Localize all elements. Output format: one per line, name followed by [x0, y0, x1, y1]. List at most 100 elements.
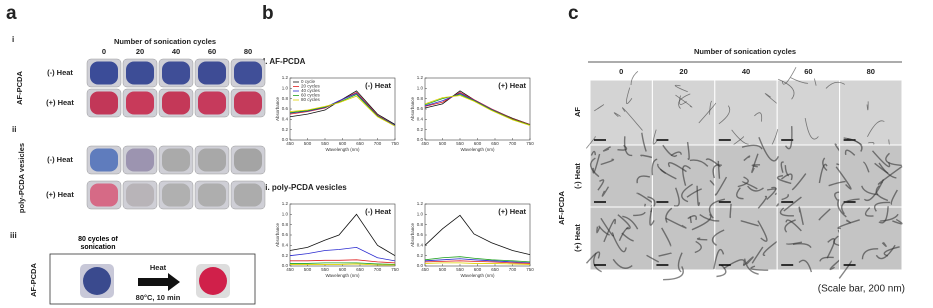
fiber	[673, 187, 680, 207]
fiber	[743, 258, 759, 275]
fiber	[682, 165, 691, 186]
fiber	[779, 207, 794, 217]
x-tick-label: 700	[509, 141, 517, 146]
subpanel-label: ii	[12, 125, 16, 134]
y-tick-label: 0.8	[282, 96, 289, 101]
x-tick-label: 600	[474, 141, 482, 146]
y-tick-label: 0.6	[417, 106, 424, 111]
fiber	[837, 219, 860, 230]
fiber	[602, 146, 611, 152]
fiber	[828, 180, 846, 187]
fiber	[866, 101, 869, 111]
well-sample	[234, 91, 262, 115]
fiber	[612, 234, 627, 253]
fiber	[818, 208, 831, 221]
fiber	[784, 165, 790, 177]
x-axis-label: Wavelength (nm)	[325, 273, 360, 278]
spectrum-line	[290, 259, 396, 264]
well-sample	[126, 91, 154, 115]
x-tick-label: 450	[286, 267, 294, 272]
row-label: (+) Heat	[573, 224, 582, 252]
fiber	[612, 258, 633, 269]
side-label: AF-PCDA	[29, 263, 38, 297]
fiber	[636, 192, 653, 203]
fiber	[890, 189, 898, 205]
fiber	[696, 237, 708, 241]
fiber	[698, 102, 716, 124]
y-tick-label: 0.4	[282, 243, 289, 248]
y-axis-label: Absorbance	[275, 97, 280, 122]
x-tick-label: 500	[439, 267, 447, 272]
x-tick-label: 550	[321, 141, 329, 146]
spectrum-line	[424, 258, 531, 264]
y-tick-label: 0.0	[282, 263, 289, 268]
fiber	[663, 266, 684, 281]
tem-image	[589, 206, 653, 271]
tem-image	[714, 206, 778, 271]
fiber	[623, 136, 633, 157]
fiber	[649, 207, 655, 226]
x-tick-label: 750	[391, 267, 399, 272]
column-label: 20	[136, 47, 144, 56]
spectrum-line	[424, 94, 531, 126]
y-tick-label: 0.8	[417, 222, 424, 227]
y-tick-label: 1.0	[282, 212, 289, 217]
x-tick-label: 600	[339, 141, 347, 146]
header: Number of sonication cycles	[114, 37, 216, 46]
fiber	[757, 195, 768, 209]
column-label: 40	[172, 47, 180, 56]
fiber	[873, 201, 891, 212]
fiber	[658, 252, 673, 257]
fiber	[657, 163, 677, 180]
fiber	[776, 174, 792, 185]
fiber	[751, 164, 761, 168]
x-tick-label: 650	[491, 267, 499, 272]
fiber	[743, 155, 751, 162]
y-tick-label: 0.2	[282, 127, 289, 132]
fiber	[686, 188, 702, 198]
tem-image	[776, 79, 841, 146]
fiber	[709, 180, 716, 186]
x-tick-label: 500	[304, 141, 312, 146]
fiber	[686, 141, 690, 160]
y-tick-label: 0.6	[417, 232, 424, 237]
y-axis-label: Absorbance	[410, 97, 415, 122]
fiber	[613, 112, 621, 118]
side-label: poly-PCDA vesicles	[17, 143, 26, 213]
fiber	[846, 219, 852, 224]
fiber	[892, 218, 903, 225]
x-tick-label: 750	[526, 267, 534, 272]
fiber	[691, 213, 712, 231]
header: Number of sonication cycles	[694, 47, 796, 56]
x-tick-label: 650	[356, 141, 364, 146]
well-sample	[83, 267, 111, 295]
row-label: (-) Heat	[47, 155, 73, 164]
fiber	[678, 95, 687, 105]
spectrum-line	[424, 92, 531, 125]
fiber	[885, 152, 902, 167]
panel-letter: a	[6, 3, 17, 24]
spectrum-line	[289, 246, 396, 262]
frame	[49, 253, 256, 305]
row-label: (+) Heat	[46, 190, 74, 199]
y-axis-label: Absorbance	[410, 223, 415, 248]
fiber	[835, 166, 852, 190]
x-tick-label: 700	[374, 267, 382, 272]
fiber	[737, 176, 749, 188]
tem-image	[651, 206, 716, 271]
fiber	[863, 161, 870, 173]
x-tick-label: 650	[356, 267, 364, 272]
x-tick-label: 600	[474, 267, 482, 272]
fiber	[729, 203, 732, 219]
fiber	[867, 120, 885, 137]
fiber	[622, 107, 643, 131]
fiber	[837, 199, 847, 218]
fiber	[861, 248, 879, 260]
fiber	[841, 198, 860, 215]
x-tick-label: 550	[321, 267, 329, 272]
fiber	[814, 78, 817, 86]
row-label: (-) Heat	[47, 68, 73, 77]
well-sample	[198, 91, 226, 115]
fiber	[781, 193, 789, 201]
fiber	[670, 151, 682, 157]
